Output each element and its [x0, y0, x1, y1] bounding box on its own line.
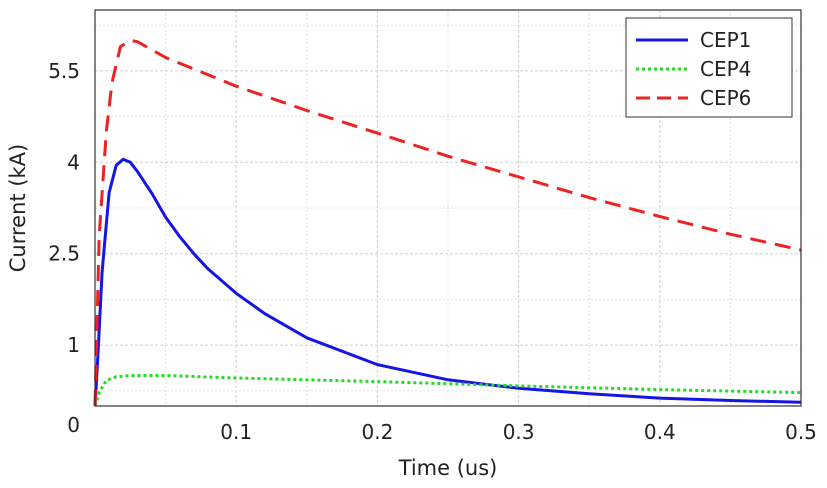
x-tick-label: 0.3: [503, 420, 535, 444]
series-layer: [93, 39, 802, 407]
series-line-cep1: [93, 157, 802, 407]
y-tick-label: 0: [67, 413, 80, 437]
y-tick-label: 2.5: [48, 242, 80, 266]
x-tick-label: 0.5: [785, 420, 817, 444]
y-tick-label: 4: [67, 150, 80, 174]
y-tick-labels: 0 1 2.5 4 5.5: [48, 59, 80, 437]
legend: CEP1 CEP4 CEP6: [625, 17, 793, 118]
legend-label-cep4: CEP4: [700, 57, 751, 81]
x-axis-label: Time (us): [398, 456, 498, 480]
legend-box: [625, 17, 793, 118]
legend-label-cep6: CEP6: [700, 86, 751, 110]
series-line-cep4: [93, 374, 802, 407]
x-tick-labels: 0.1 0.2 0.3 0.4 0.5: [220, 420, 817, 444]
y-tick-label: 1: [67, 333, 80, 357]
legend-label-cep1: CEP1: [700, 28, 751, 52]
plot-frame: [94, 9, 802, 407]
x-tick-label: 0.2: [361, 420, 393, 444]
y-tick-label: 5.5: [48, 59, 80, 83]
x-tick-label: 0.4: [644, 420, 676, 444]
y-axis-label: Current (kA): [6, 144, 30, 272]
series-line-cep6: [93, 39, 802, 407]
x-tick-label: 0.1: [220, 420, 252, 444]
